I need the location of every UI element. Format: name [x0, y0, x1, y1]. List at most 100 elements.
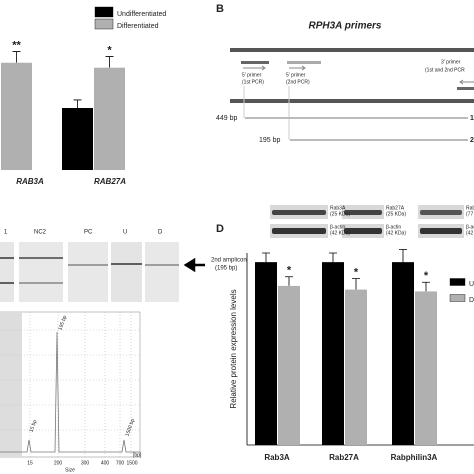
legend-swatch	[449, 278, 466, 286]
primer-label: (1st PCR)	[242, 79, 264, 85]
x-label: 200	[54, 460, 63, 466]
gene-line	[230, 48, 474, 52]
x-tick-label: Rabphilin3A	[391, 453, 438, 462]
gel-lane	[145, 242, 179, 302]
panel-label: B	[216, 3, 224, 15]
shaded-region	[0, 312, 22, 457]
bar	[1, 62, 32, 170]
blot-label: β-actin	[330, 224, 345, 230]
error-bar	[399, 248, 407, 263]
error-bar	[105, 56, 114, 68]
primer-label: 3' primer	[441, 59, 461, 65]
error-bar	[329, 252, 337, 263]
x-label: 15	[27, 460, 33, 466]
legend-swatch	[94, 6, 114, 18]
legend-label: Undifferentiated	[469, 281, 474, 288]
lane-label: 1	[4, 230, 8, 236]
amplicon-end: 1	[470, 115, 474, 122]
x-tick-label: RAB3A	[16, 177, 44, 186]
amplicon-end: 2	[470, 137, 474, 144]
blots	[270, 205, 464, 238]
legend-swatch	[449, 294, 466, 302]
trace	[0, 331, 140, 453]
primer-bar	[287, 61, 321, 64]
peak-label: 195 bp	[57, 315, 68, 332]
primer-arrow	[243, 65, 266, 71]
legend-label: Differentiated	[117, 23, 159, 30]
gel-lane	[0, 242, 14, 302]
x-label: 400	[101, 460, 110, 466]
blot-label: Rab27A	[386, 205, 405, 211]
lane-label: NC2	[34, 230, 47, 236]
bar	[94, 67, 125, 170]
blot-band	[420, 210, 462, 215]
electropherogram: 15 bp 195 bp 1500 bp 15 200 300 400 700 …	[0, 311, 142, 473]
blot-label: (25 KDa)	[386, 211, 406, 217]
gel-lane	[111, 242, 142, 302]
blot-label: (42 KDa)	[466, 230, 474, 236]
primer-arrow	[459, 79, 474, 85]
x-axis-label: Size	[65, 467, 75, 473]
blot-label: (42 KDa)	[330, 230, 350, 236]
primer-label: 5' primer	[286, 72, 306, 78]
gel: 1 NC2 PC U D 2nd amplicon (195 bp)	[0, 230, 247, 302]
error-bar	[262, 252, 270, 263]
error-bar	[73, 99, 82, 108]
arrow	[183, 257, 205, 273]
lane-label: U	[123, 230, 127, 236]
significance: *	[107, 44, 112, 56]
blot-label: β-actin	[386, 224, 401, 230]
blot-band	[272, 210, 326, 215]
y-axis-label: Relative protein expression levels	[229, 289, 238, 408]
legend-label: Differentiated	[469, 297, 474, 304]
blot-label: (77 KDa)	[466, 211, 474, 217]
peak-label: 15 bp	[28, 419, 38, 433]
significance: **	[12, 39, 21, 51]
primer-label: (2nd PCR)	[286, 79, 310, 85]
panel-label: D	[216, 223, 224, 235]
blot-label: Rabphilin3A	[466, 205, 474, 211]
primer-bar	[241, 61, 269, 64]
x-unit: [bp]	[133, 452, 142, 458]
significance: *	[354, 267, 359, 279]
lane-label: PC	[84, 230, 93, 236]
lane-label: D	[158, 230, 163, 236]
diagram-title: RPH3A primers	[309, 21, 382, 32]
bar	[415, 291, 437, 445]
blot-band	[344, 228, 382, 234]
error-bar	[285, 276, 293, 286]
bar	[255, 262, 277, 445]
legend-label: Undifferentiated	[117, 11, 166, 18]
peak-label: 1500 bp	[124, 418, 136, 437]
primer-label: (1st and 2nd PCR	[425, 67, 465, 73]
bar	[322, 262, 344, 445]
bar	[278, 285, 300, 445]
blot-band	[344, 210, 382, 215]
annotation: (195 bp)	[215, 266, 237, 272]
x-label: 1500	[126, 460, 137, 466]
blot-label: β-actin	[466, 224, 474, 230]
blot-label: (42 KDa)	[386, 230, 406, 236]
error-bar	[422, 281, 430, 292]
x-tick-label: Rab27A	[329, 453, 359, 462]
gene-line	[230, 99, 474, 103]
plot-frame	[0, 311, 141, 458]
x-tick-label: RAB27A	[94, 177, 126, 186]
gel-lane	[68, 242, 108, 302]
gel-lane	[19, 242, 63, 302]
bar	[345, 289, 367, 445]
legend-swatch	[94, 18, 114, 30]
primer-diagram: RPH3A primers 5' primer (1st PCR) 5' pri…	[216, 21, 474, 144]
blot-label: Rab3A	[330, 205, 346, 211]
significance: *	[424, 270, 429, 282]
x-label: 700	[116, 460, 125, 466]
primer-arrow	[289, 65, 306, 71]
blot-band	[420, 228, 462, 234]
amplicon-label: 195 bp	[259, 137, 281, 144]
bar	[62, 108, 93, 170]
error-bar	[12, 51, 21, 63]
blot-band	[272, 228, 326, 234]
primer-label: 5' primer	[242, 72, 262, 78]
